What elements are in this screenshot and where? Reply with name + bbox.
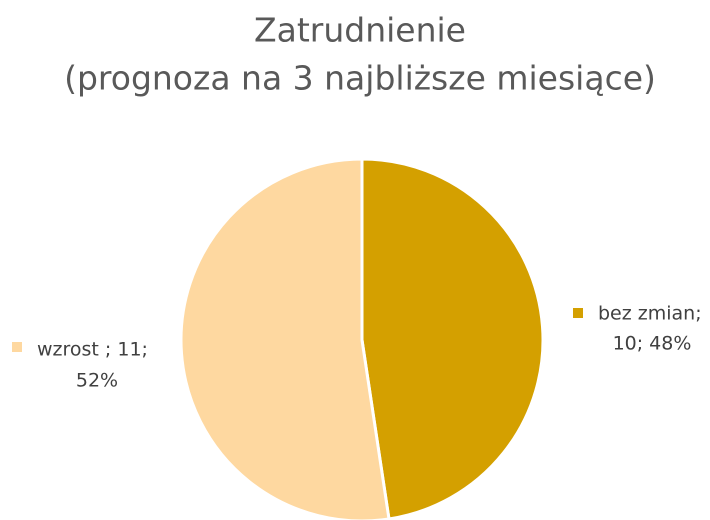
pie-slice <box>360 157 545 520</box>
legend-key <box>573 308 583 318</box>
chart-subtitle: (prognoza na 3 najbliższe miesiące) <box>64 59 656 98</box>
data-label: 10; 48% <box>613 333 692 355</box>
chart-title: Zatrudnienie <box>254 11 466 50</box>
pie-slice <box>179 157 391 520</box>
data-label: wzrost ; 11; <box>37 339 148 361</box>
data-label: bez zmian; <box>598 303 702 325</box>
legend-key <box>12 342 22 352</box>
data-label: 52% <box>76 370 118 392</box>
